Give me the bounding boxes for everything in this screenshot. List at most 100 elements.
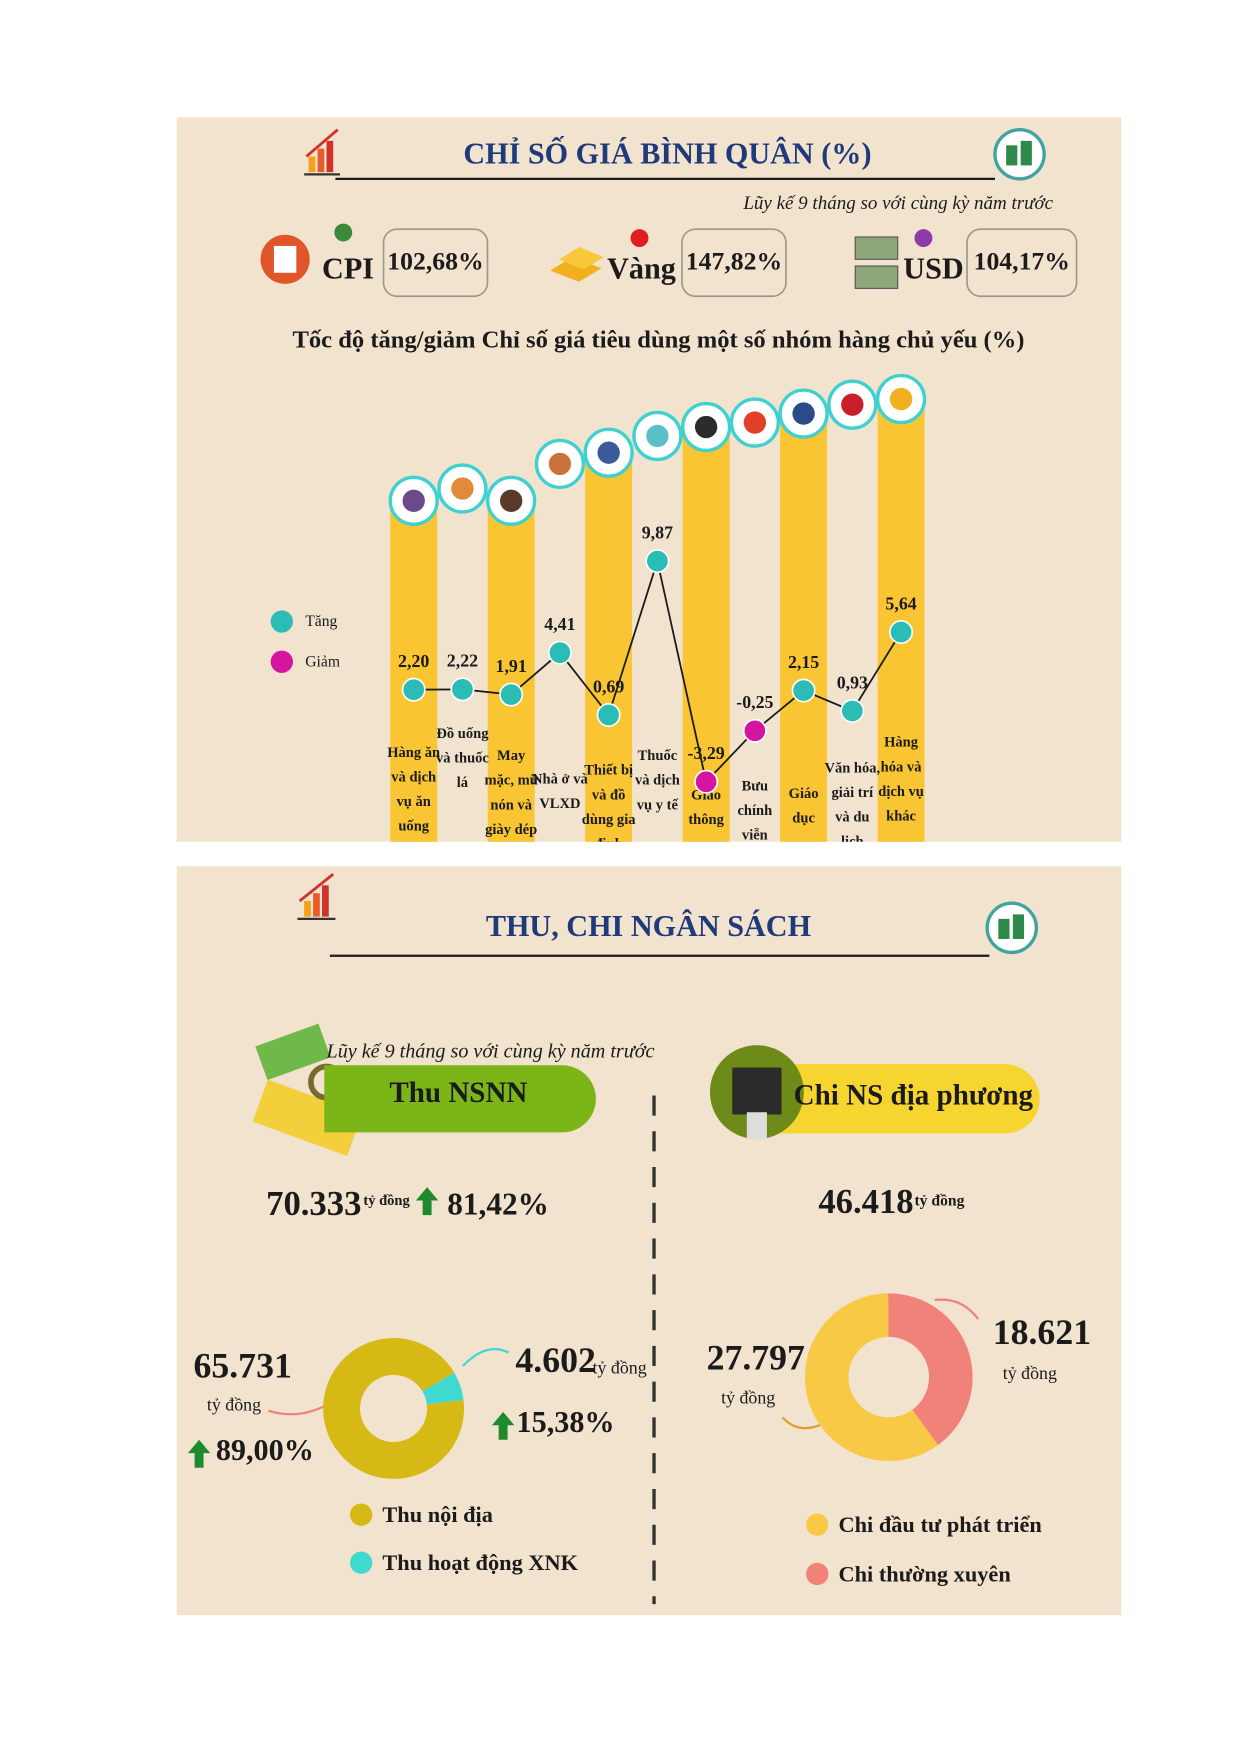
point (401, 677, 426, 702)
panel (176, 866, 1122, 1616)
budget-icon (709, 1045, 804, 1140)
value-label: 2,15 (788, 652, 819, 672)
value-label: 4.602 (515, 1340, 595, 1380)
legend-marker (270, 650, 293, 673)
category-label: Văn hóa, giải trí và du lịch (824, 759, 881, 850)
total: 70.333 (266, 1185, 361, 1223)
subtitle: Lũy kế 9 tháng so với cùng kỳ năm trước (742, 193, 1053, 214)
unit: tỷ đồng (207, 1394, 261, 1414)
category-label-text: Giáo dục (788, 784, 819, 827)
column (780, 413, 828, 842)
unit: tỷ đồng (593, 1357, 647, 1377)
point (645, 549, 670, 574)
category-label-text: Bưu chính viễn thông (737, 776, 773, 868)
kpi-value: 147,82% (686, 247, 782, 276)
category-label: Thuốc và dịch vụ y tế (634, 746, 680, 813)
category-icon-inner (743, 411, 767, 434)
point (450, 677, 475, 702)
category-label: Bưu chính viễn thông (737, 776, 773, 868)
category-label-text: Thiết bị và đồ dùng gia đình (581, 761, 636, 852)
total: 46.418 (818, 1183, 913, 1221)
legend-label: Chi thường xuyên (838, 1561, 1011, 1586)
unit: tỷ đồng (1003, 1363, 1057, 1383)
kpi-value: 104,17% (974, 247, 1070, 276)
value-label: 1,91 (496, 656, 527, 676)
category-label-text: Văn hóa, giải trí và du lịch (824, 759, 881, 850)
category-icon-inner (451, 477, 474, 500)
category-label: Hàng hóa và dịch vụ khác (878, 733, 924, 824)
point (694, 769, 719, 794)
category-label: Thiết bị và đồ dùng gia đình (581, 761, 636, 852)
category-icon-inner (694, 415, 718, 439)
category-icon-inner (646, 424, 669, 448)
unit: tỷ đồng (721, 1388, 775, 1408)
section-title: THU, CHI NGÂN SÁCH (486, 909, 811, 943)
category-label: Nhà ở và VLXD (532, 770, 588, 812)
value-label: 0,93 (837, 672, 868, 692)
kpi-box (382, 228, 489, 298)
panel (176, 117, 1122, 842)
category-icon-inner (792, 402, 815, 425)
column (390, 500, 438, 842)
up-arrows (187, 1187, 515, 1468)
pill (771, 1064, 1040, 1134)
point (791, 678, 816, 703)
value-label: -0,25 (736, 692, 773, 712)
kpi-name: CPI (322, 252, 374, 286)
donut-slice (804, 1293, 939, 1462)
category-icon-inner (597, 441, 620, 464)
legend-marker (349, 1503, 373, 1526)
category-label-text: May mặc, mũ nón và giày dép (484, 746, 538, 838)
pill-label: Chi NS địa phương (794, 1079, 1034, 1111)
category-label-text: Thuốc và dịch vụ y tế (634, 746, 680, 813)
growth-label: 89,00% (216, 1433, 314, 1467)
value-label: 2,22 (447, 651, 478, 671)
value-label: -3,29 (688, 743, 725, 763)
category-icon-inner (402, 489, 425, 512)
category-label-text: Hàng hóa và dịch vụ khác (878, 733, 924, 824)
value-label: 0,69 (593, 676, 624, 696)
legend-label: Chi đầu tư phát triển (838, 1512, 1042, 1537)
point (889, 620, 914, 645)
value-label: 2,20 (398, 651, 429, 671)
category-label: Đồ uống và thuốc lá (436, 724, 489, 790)
point (499, 682, 524, 707)
category-label: Hàng ăn và dịch vụ ăn uống (387, 743, 440, 834)
pill (324, 1065, 596, 1133)
section-title: CHỈ SỐ GIÁ BÌNH QUÂN (%) (463, 136, 871, 170)
category-icon-inner (889, 387, 913, 411)
chart-icon (297, 128, 340, 920)
donut-slice (422, 1372, 464, 1405)
kpi-icons (260, 234, 899, 289)
point (596, 703, 621, 728)
value-label: 65.731 (193, 1346, 291, 1386)
callout-arrows (268, 1298, 980, 1430)
category-label-text: Nhà ở và VLXD (532, 770, 588, 812)
legend-label: Thu hoạt động XNK (382, 1550, 578, 1575)
value-label: 5,64 (885, 593, 916, 613)
subtitle: Lũy kế 9 tháng so với cùng kỳ năm trước (326, 1041, 655, 1063)
legend-marker (270, 610, 293, 633)
point (742, 718, 767, 743)
unit: tỷ đồng (914, 1192, 964, 1209)
category-icon-inner (548, 452, 572, 476)
category-icon-inner (499, 489, 523, 512)
legend-label: Tăng (305, 613, 337, 630)
legend-marker (806, 1513, 829, 1536)
point (547, 640, 572, 665)
growth: 81,42% (447, 1186, 549, 1221)
kpi-dot (914, 229, 933, 248)
legend-marker (349, 1551, 373, 1574)
category-label: May mặc, mũ nón và giày dép (484, 746, 538, 838)
kpi-value: 102,68% (387, 247, 483, 276)
kpi-dot (334, 223, 353, 242)
kpi-dot (630, 229, 649, 248)
value-label: 27.797 (707, 1338, 805, 1378)
chart-title: Tốc độ tăng/giảm Chỉ số giá tiêu dùng mộ… (293, 327, 1025, 354)
growth-label: 15,38% (517, 1405, 615, 1439)
category-label: Giáo dục (788, 784, 819, 827)
unit: tỷ đồng (363, 1193, 410, 1209)
